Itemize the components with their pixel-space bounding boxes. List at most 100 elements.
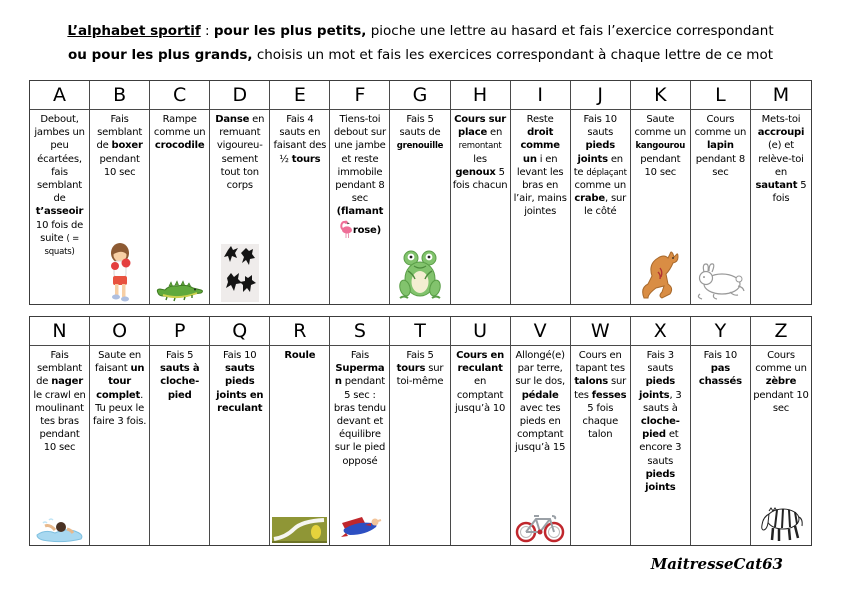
letter-header-P: P [150,317,210,346]
text-segment: en remuant vigoureu-sement tout ton corp… [216,114,265,191]
letter-header-I: I [510,81,570,110]
letter-header-Q: Q [210,317,270,346]
text-segment: accroupi [757,127,805,139]
column-I: I Reste droit comme un i en levant les br… [510,81,571,304]
column-J: J Fais 10 sauts pieds joints en te déplaç… [570,81,631,304]
exercise-cell-V: Allongé(e) par terre, sur le dos, pédale… [511,346,570,545]
text-segment: rose) [352,224,381,236]
rabbit-icon [694,260,746,302]
exercise-text-X: Fais 3 sauts pieds joints, 3 sauts à clo… [633,349,688,494]
text-segment: ou pour les plus grands, [68,46,253,63]
text-segment: pendant 10 sec [640,153,681,178]
text-segment: L’alphabet sportif [67,23,201,39]
text-segment: en te [573,153,623,178]
exercise-text-W: Cours en tapant tes talons sur tes fesse… [573,349,628,441]
exercise-text-H: Cours sur place en remontant les genoux … [453,113,508,192]
letter-header-V: V [510,317,570,346]
exercise-cell-M: Mets-toi accroupi (e) et relève-toi en s… [751,110,811,304]
text-segment: (e) et relève-toi en [758,140,804,178]
exercise-cell-P: Fais 5 sauts à cloche-pied [150,346,209,545]
exercise-text-I: Reste droit comme un i en levant les bra… [513,113,568,219]
column-N: N Fais semblant de nager le crawl en moul… [30,317,91,545]
frog-icon [398,246,442,302]
text-segment: pendant 10 sec [753,389,809,414]
letter-header-H: H [450,81,510,110]
column-S: S Fais Superman pendant 5 sec : bras tend… [330,317,391,545]
exercise-text-N: Fais semblant de nager le crawl en mouli… [32,349,87,455]
text-segment: Superman [334,363,385,388]
boxer-icon [103,240,137,302]
text-segment: ( = squats) [44,233,79,257]
exercise-cell-S: Fais Superman pendant 5 sec : bras tendu… [330,346,389,545]
letter-header-B: B [90,81,150,110]
exercise-text-R: Roule [284,349,315,362]
author-signature: MaitresseCat63 [650,555,783,573]
exercise-cell-J: Fais 10 sauts pieds joints en te déplaça… [571,110,630,304]
road-icon [272,515,328,543]
text-segment: cloche-pied [640,415,680,441]
exercise-cell-L: Cours comme un lapin pendant 8 sec [691,110,750,304]
letter-header-W: W [570,317,630,346]
text-segment: Cours comme un [694,114,747,139]
text-segment: et encore 3 sauts [639,429,682,467]
letter-header-A: A [30,81,90,110]
text-segment: genoux [455,166,496,178]
column-G: G Fais 5 sauts de grenouille [390,81,451,304]
letter-header-L: L [690,81,750,110]
text-segment: Saute comme un [634,114,687,139]
flamingo-icon [339,219,353,239]
text-segment: 5 fois chaque talon [582,402,619,441]
exercise-cell-Z: Cours comme un zèbre pendant 10 sec [751,346,811,545]
column-O: O Saute en faisant un tour complet. Tu pe… [90,317,151,545]
letter-header-S: S [330,317,390,346]
column-Q: Q Fais 10 sauts pieds joints en reculant [210,317,271,545]
text-segment: Fais semblant de [96,114,143,152]
text-segment: Mets-toi [761,114,801,125]
exercise-text-Z: Cours comme un zèbre pendant 10 sec [753,349,809,415]
exercise-text-G: Fais 5 sauts de grenouille [392,113,447,153]
exercise-text-F: Tiens-toi debout sur une jambe et reste … [332,113,387,239]
column-Y: Y Fais 10 pas chassés [690,317,751,545]
text-segment: Fais 10 [703,350,738,361]
text-segment: pas chassés [698,363,742,388]
text-segment: Roule [284,350,316,361]
exercise-cell-D: Danse en remuant vigoureu-sement tout to… [210,110,269,304]
text-segment: kangourou [635,141,686,152]
column-X: X Fais 3 sauts pieds joints, 3 sauts à cl… [630,317,691,545]
text-segment: Cours sur place [454,114,507,139]
text-segment: grenouille [396,141,444,152]
exercise-cell-Y: Fais 10 pas chassés [691,346,750,545]
column-V: V Allongé(e) par terre, sur le dos, pédal… [510,317,571,545]
text-segment: pendant 5 sec : bras tendu devant et équ… [333,376,386,467]
text-segment: Rampe comme un [153,114,206,139]
column-A: A Debout, jambes un peu écartées, fais se… [30,81,91,304]
text-segment: un tour complet [96,363,145,401]
exercise-cell-I: Reste droit comme un i en levant les bra… [511,110,570,304]
text-segment: pieds joints [577,140,615,165]
exercise-text-J: Fais 10 sauts pieds joints en te déplaça… [573,113,628,219]
document-title: L’alphabet sportif : pour les plus petit… [0,20,841,67]
text-segment: sauts pieds joints en reculant [216,363,264,414]
text-segment: , sur le côté [584,193,627,218]
exercise-text-O: Saute en faisant un tour complet. Tu peu… [92,349,147,428]
letter-header-J: J [570,81,630,110]
title-line-1: L’alphabet sportif : pour les plus petit… [0,20,841,44]
exercise-cell-K: Saute comme un kangourou pendant 10 sec [631,110,690,304]
exercise-text-M: Mets-toi accroupi (e) et relève-toi en s… [753,113,809,205]
column-U: U Cours en reculant en comptant jusqu’à 1… [450,317,511,545]
letter-header-Z: Z [750,317,811,346]
exercise-cell-U: Cours en reculant en comptant jusqu’à 10 [451,346,510,545]
text-segment: nager [51,376,83,388]
text-segment: les [473,153,487,165]
letter-header-K: K [630,81,690,110]
column-K: K Saute comme un kangourou pendant 10 sec [630,81,691,304]
text-segment: tours [396,363,426,375]
exercise-text-T: Fais 5 tours sur toi-même [392,349,447,389]
letter-header-D: D [210,81,270,110]
text-segment: Tiens-toi debout sur une jambe et reste … [333,114,386,205]
column-B: B Fais semblant de boxer pendant 10 sec [90,81,151,304]
text-segment: sur tes [574,376,627,401]
text-segment: Reste [526,114,554,125]
text-segment: Cours en reculant [456,350,505,375]
text-segment: en comptant jusqu’à 10 [454,376,506,414]
